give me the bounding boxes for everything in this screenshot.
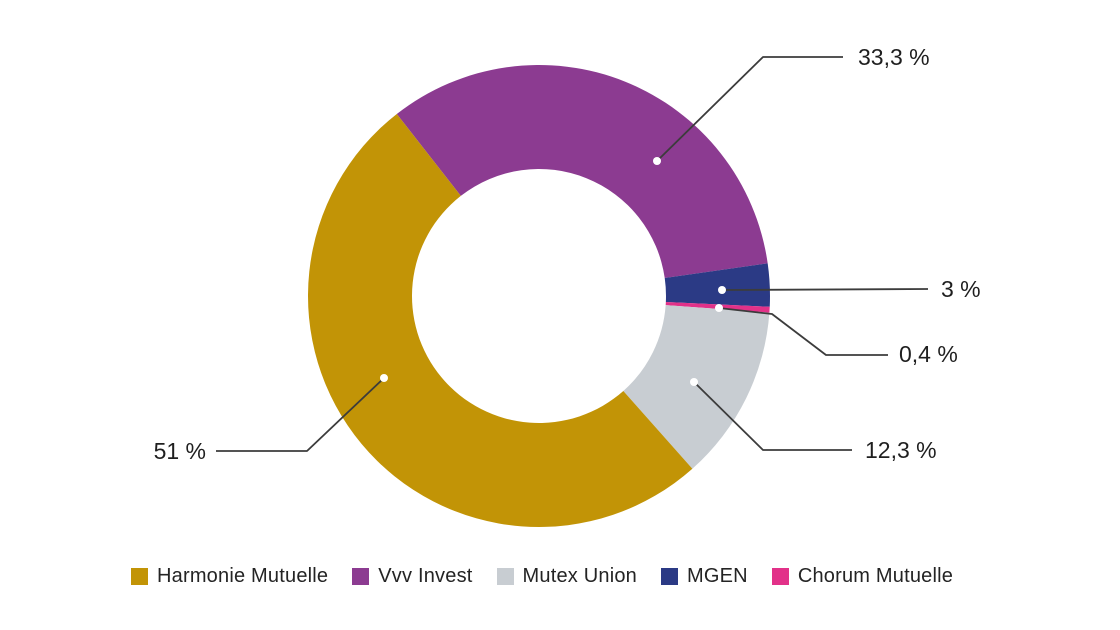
leader-line-mutex-union: [693, 381, 852, 451]
percentage-labels: 33,3 % 3 % 0,4 % 12,3 % 51 %: [154, 44, 981, 464]
leader-line-chorum-mutuelle: [718, 307, 888, 356]
donut-segment-mutex-union: [623, 305, 770, 469]
donut-segment-vvv-invest: [396, 65, 768, 279]
leader-dot-chorum-mutuelle: [715, 304, 723, 312]
leader-line-mgen: [721, 288, 929, 291]
legend-label: Mutex Union: [522, 564, 638, 587]
legend-swatch-mutex-union: [496, 567, 514, 585]
leader-dot-mutex-union: [690, 378, 698, 386]
donut-segment-harmonie-mutuelle: [307, 113, 693, 528]
legend-item-vvv-invest: Vvv Invest: [352, 565, 472, 588]
legend-swatch-vvv-invest: [352, 567, 370, 585]
leader-line-vvv-invest: [656, 56, 843, 162]
legend-label: Vvv Invest: [378, 564, 473, 587]
value-label-vvv-invest: 33,3 %: [858, 44, 930, 70]
value-label-mgen: 3 %: [941, 276, 981, 302]
legend-swatch-chorum-mutuelle: [771, 567, 789, 585]
legend-item-mgen: MGEN: [661, 565, 748, 588]
legend-label: Harmonie Mutuelle: [157, 564, 329, 587]
value-label-mutex-union: 12,3 %: [865, 437, 937, 463]
value-label-chorum-mutuelle: 0,4 %: [899, 341, 958, 367]
legend-swatch-mgen: [661, 567, 679, 585]
leader-line-harmonie-mutuelle: [216, 377, 385, 452]
value-label-harmonie-mutuelle: 51 %: [154, 438, 206, 464]
legend-item-harmonie-mutuelle: Harmonie Mutuelle: [131, 565, 328, 588]
legend: Harmonie Mutuelle Vvv Invest Mutex Union MG…: [131, 560, 953, 592]
leader-dot-mgen: [718, 286, 726, 294]
label-leader-lines: [216, 56, 929, 452]
donut-segments: [307, 65, 770, 528]
legend-label: Chorum Mutuelle: [797, 564, 954, 587]
legend-swatch-harmonie-mutuelle: [131, 567, 148, 585]
legend-item-chorum-mutuelle: Chorum Mutuelle: [771, 564, 954, 588]
leader-dot-vvv-invest: [653, 157, 661, 165]
leader-dot-harmonie-mutuelle: [380, 374, 388, 382]
legend-item-mutex-union: Mutex Union: [496, 564, 638, 588]
donut-segment-mgen: [664, 263, 770, 307]
legend-label: MGEN: [687, 564, 748, 587]
